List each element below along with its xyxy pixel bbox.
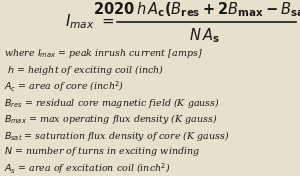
Text: $\mathit{B_{max}}$ = max operating flux density (K gauss): $\mathit{B_{max}}$ = max operating flux … — [4, 112, 218, 126]
Text: $\mathit{N}$ = number of turns in exciting winding: $\mathit{N}$ = number of turns in exciti… — [4, 145, 201, 158]
Text: $\mathit{B_{res}}$ = residual core magnetic field (K gauss): $\mathit{B_{res}}$ = residual core magne… — [4, 96, 220, 110]
Text: $\mathit{I}_{max}\ =$: $\mathit{I}_{max}\ =$ — [65, 13, 114, 31]
Text: $\mathbf{\mathit{N}\,\mathit{A}_s}$: $\mathbf{\mathit{N}\,\mathit{A}_s}$ — [189, 26, 219, 45]
Text: $\mathit{A_s}$ = area of excitation coil (inch$^2$): $\mathit{A_s}$ = area of excitation coil… — [4, 161, 171, 175]
Text: $\mathbf{2020\,\mathit{h}\,\mathit{A}_c(\mathit{B}_{res}+2\mathit{B}_{max}-\math: $\mathbf{2020\,\mathit{h}\,\mathit{A}_c(… — [92, 0, 300, 19]
Text: $\mathit{B_{sat}}$ = saturation flux density of core (K gauss): $\mathit{B_{sat}}$ = saturation flux den… — [4, 128, 230, 143]
Text: where $\mathit{I_{max}}$ = peak inrush current [amps]: where $\mathit{I_{max}}$ = peak inrush c… — [4, 47, 203, 60]
Text: $\mathit{h}$ = height of exciting coil (inch): $\mathit{h}$ = height of exciting coil (… — [4, 63, 165, 77]
Text: $\mathit{A_c}$ = area of core (inch$^2$): $\mathit{A_c}$ = area of core (inch$^2$) — [4, 79, 124, 94]
